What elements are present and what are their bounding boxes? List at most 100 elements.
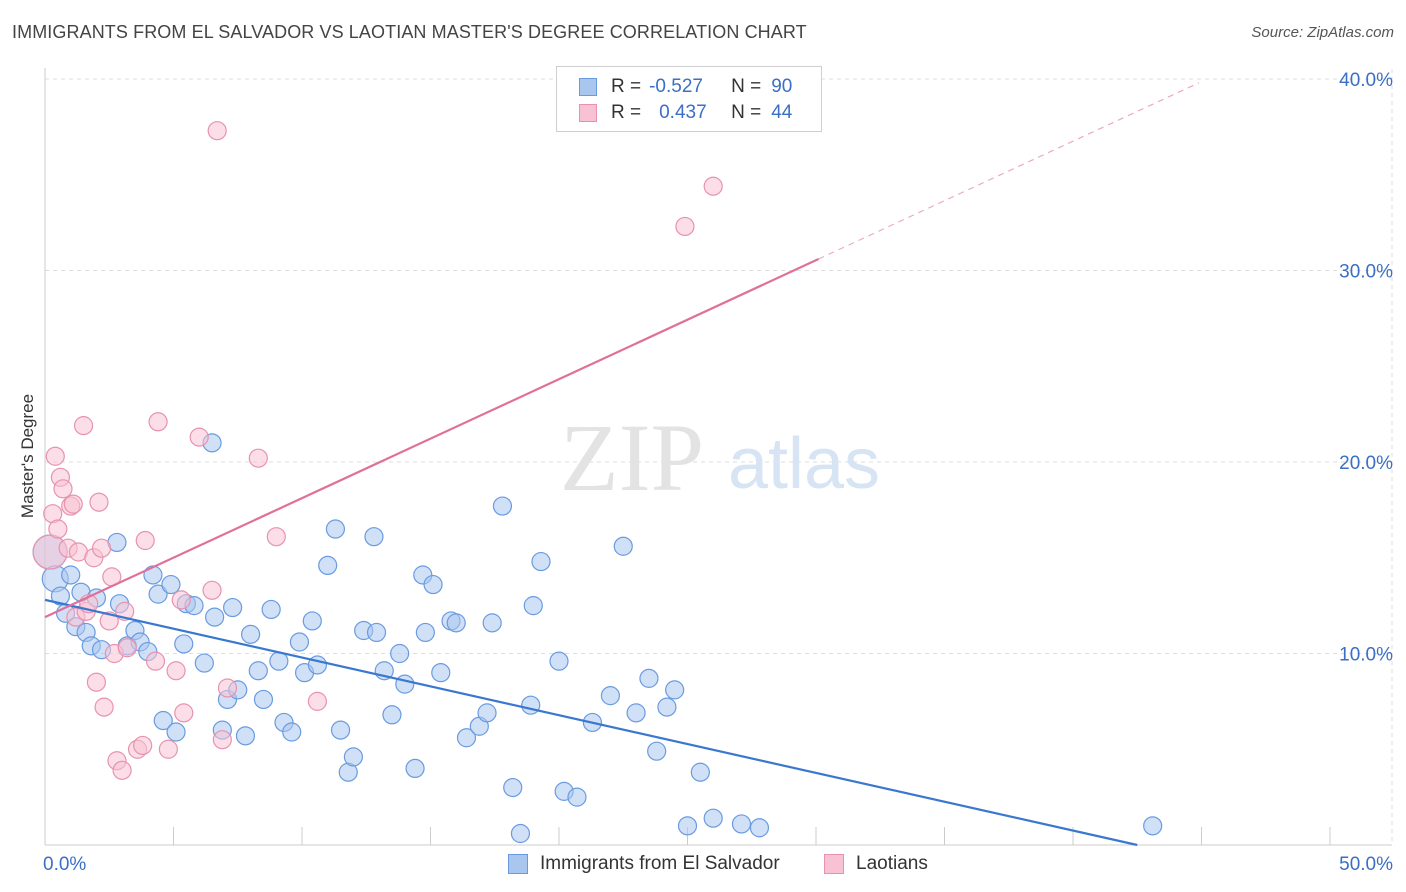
point-el-salvador [657, 697, 677, 717]
y-tick-label: 40.0% [1339, 70, 1393, 91]
point-laotians [89, 492, 109, 512]
point-laotians [133, 735, 153, 756]
point-el-salvador [325, 519, 346, 539]
legend-swatch-laotians [824, 854, 844, 874]
point-el-salvador [503, 777, 523, 798]
point-el-salvador [194, 653, 214, 673]
point-laotians [248, 448, 268, 468]
legend-swatch-el-salvador [508, 854, 528, 874]
legend-item-el-salvador[interactable]: Immigrants from El Salvador [508, 852, 780, 876]
point-laotians [212, 730, 232, 750]
point-el-salvador [677, 816, 698, 836]
point-el-salvador [521, 695, 541, 715]
point-el-salvador [248, 661, 268, 681]
point-el-salvador [600, 686, 621, 706]
point-el-salvador [665, 680, 685, 700]
point-el-salvador [302, 611, 322, 631]
point-el-salvador [205, 607, 225, 627]
chart-source: Source: ZipAtlas.com [1251, 24, 1394, 41]
point-el-salvador [261, 599, 281, 620]
point-el-salvador [415, 622, 435, 643]
point-laotians [73, 416, 94, 436]
point-laotians [202, 580, 222, 600]
point-el-salvador [289, 632, 310, 652]
point-el-salvador [639, 668, 659, 688]
point-el-salvador [235, 726, 256, 746]
point-laotians [117, 638, 137, 658]
y-tick-label: 10.0% [1339, 645, 1393, 666]
legend-n-label: N = [731, 76, 762, 97]
point-el-salvador [223, 597, 243, 618]
point-el-salvador [61, 565, 81, 585]
source-name[interactable]: ZipAtlas.com [1307, 24, 1394, 41]
point-el-salvador [148, 584, 168, 604]
point-laotians [91, 538, 112, 558]
y-axis-label: Master's Degree [18, 394, 37, 518]
series-legend: Immigrants from El Salvador Laotians [0, 852, 1406, 876]
point-el-salvador [330, 720, 351, 740]
point-el-salvador [318, 555, 338, 576]
point-laotians [45, 446, 65, 466]
legend-r-label: R = [611, 102, 642, 123]
point-laotians [53, 479, 73, 499]
legend-r-value: -0.527 [649, 76, 703, 97]
point-el-salvador [395, 674, 415, 694]
point-el-salvador [364, 527, 384, 547]
point-el-salvador [1143, 816, 1163, 836]
point-el-salvador [731, 814, 752, 834]
point-el-salvador [282, 722, 302, 742]
x-tick-label: 0.0% [43, 854, 86, 875]
chart-title: IMMIGRANTS FROM EL SALVADOR VS LAOTIAN M… [12, 22, 807, 42]
legend-row-el-salvador: R = -0.527 N = 90 [579, 76, 792, 98]
legend-row-laotians: R = 0.437 N = 44 [579, 102, 792, 124]
point-laotians [171, 590, 191, 610]
point-laotians [207, 121, 227, 141]
point-el-salvador [613, 536, 633, 556]
watermark: ZIP atlas [560, 404, 880, 511]
point-laotians [94, 697, 114, 717]
y-tick-label: 30.0% [1339, 262, 1393, 283]
legend-n-label: N = [731, 102, 762, 123]
point-el-salvador [166, 722, 186, 742]
point-laotians [86, 672, 107, 692]
watermark-zip: ZIP [560, 404, 704, 511]
point-laotians [145, 651, 166, 671]
x-tick-label: 50.0% [1339, 854, 1393, 875]
data-points [32, 121, 1163, 844]
point-el-salvador [482, 613, 502, 633]
point-laotians [48, 519, 68, 539]
point-el-salvador [523, 596, 543, 616]
trend-line-laotians [44, 258, 820, 619]
point-el-salvador [241, 624, 261, 644]
legend-n-value: 90 [771, 76, 793, 97]
point-el-salvador [549, 651, 569, 671]
trend-lines [44, 82, 1200, 847]
point-laotians [112, 760, 132, 780]
point-el-salvador [253, 689, 274, 710]
legend-item-laotians[interactable]: Laotians [824, 852, 928, 876]
correlation-legend: R = -0.527 N = 90 R = 0.437 N = 44 [556, 66, 822, 132]
legend-label-laotians: Laotians [856, 853, 928, 874]
point-el-salvador [343, 747, 363, 767]
point-el-salvador [492, 496, 513, 516]
point-el-salvador [531, 551, 551, 572]
tick-labels: 10.0% 20.0% 30.0% 40.0% 0.0% 50.0% [43, 70, 1393, 875]
source-prefix: Source: [1251, 24, 1304, 41]
point-el-salvador [456, 728, 477, 748]
point-el-salvador [446, 613, 466, 633]
point-laotians [135, 530, 155, 551]
point-laotians [174, 703, 194, 723]
legend-r-value: 0.437 [659, 102, 707, 123]
axes [44, 68, 1392, 846]
point-el-salvador [567, 787, 587, 807]
point-laotians [148, 412, 168, 432]
point-el-salvador [50, 586, 71, 606]
point-laotians [99, 611, 119, 631]
legend-swatch-laotians [579, 104, 597, 122]
point-laotians [675, 216, 695, 237]
point-el-salvador [477, 703, 497, 723]
point-el-salvador [510, 823, 531, 844]
point-laotians [703, 176, 723, 196]
point-laotians [307, 691, 328, 711]
